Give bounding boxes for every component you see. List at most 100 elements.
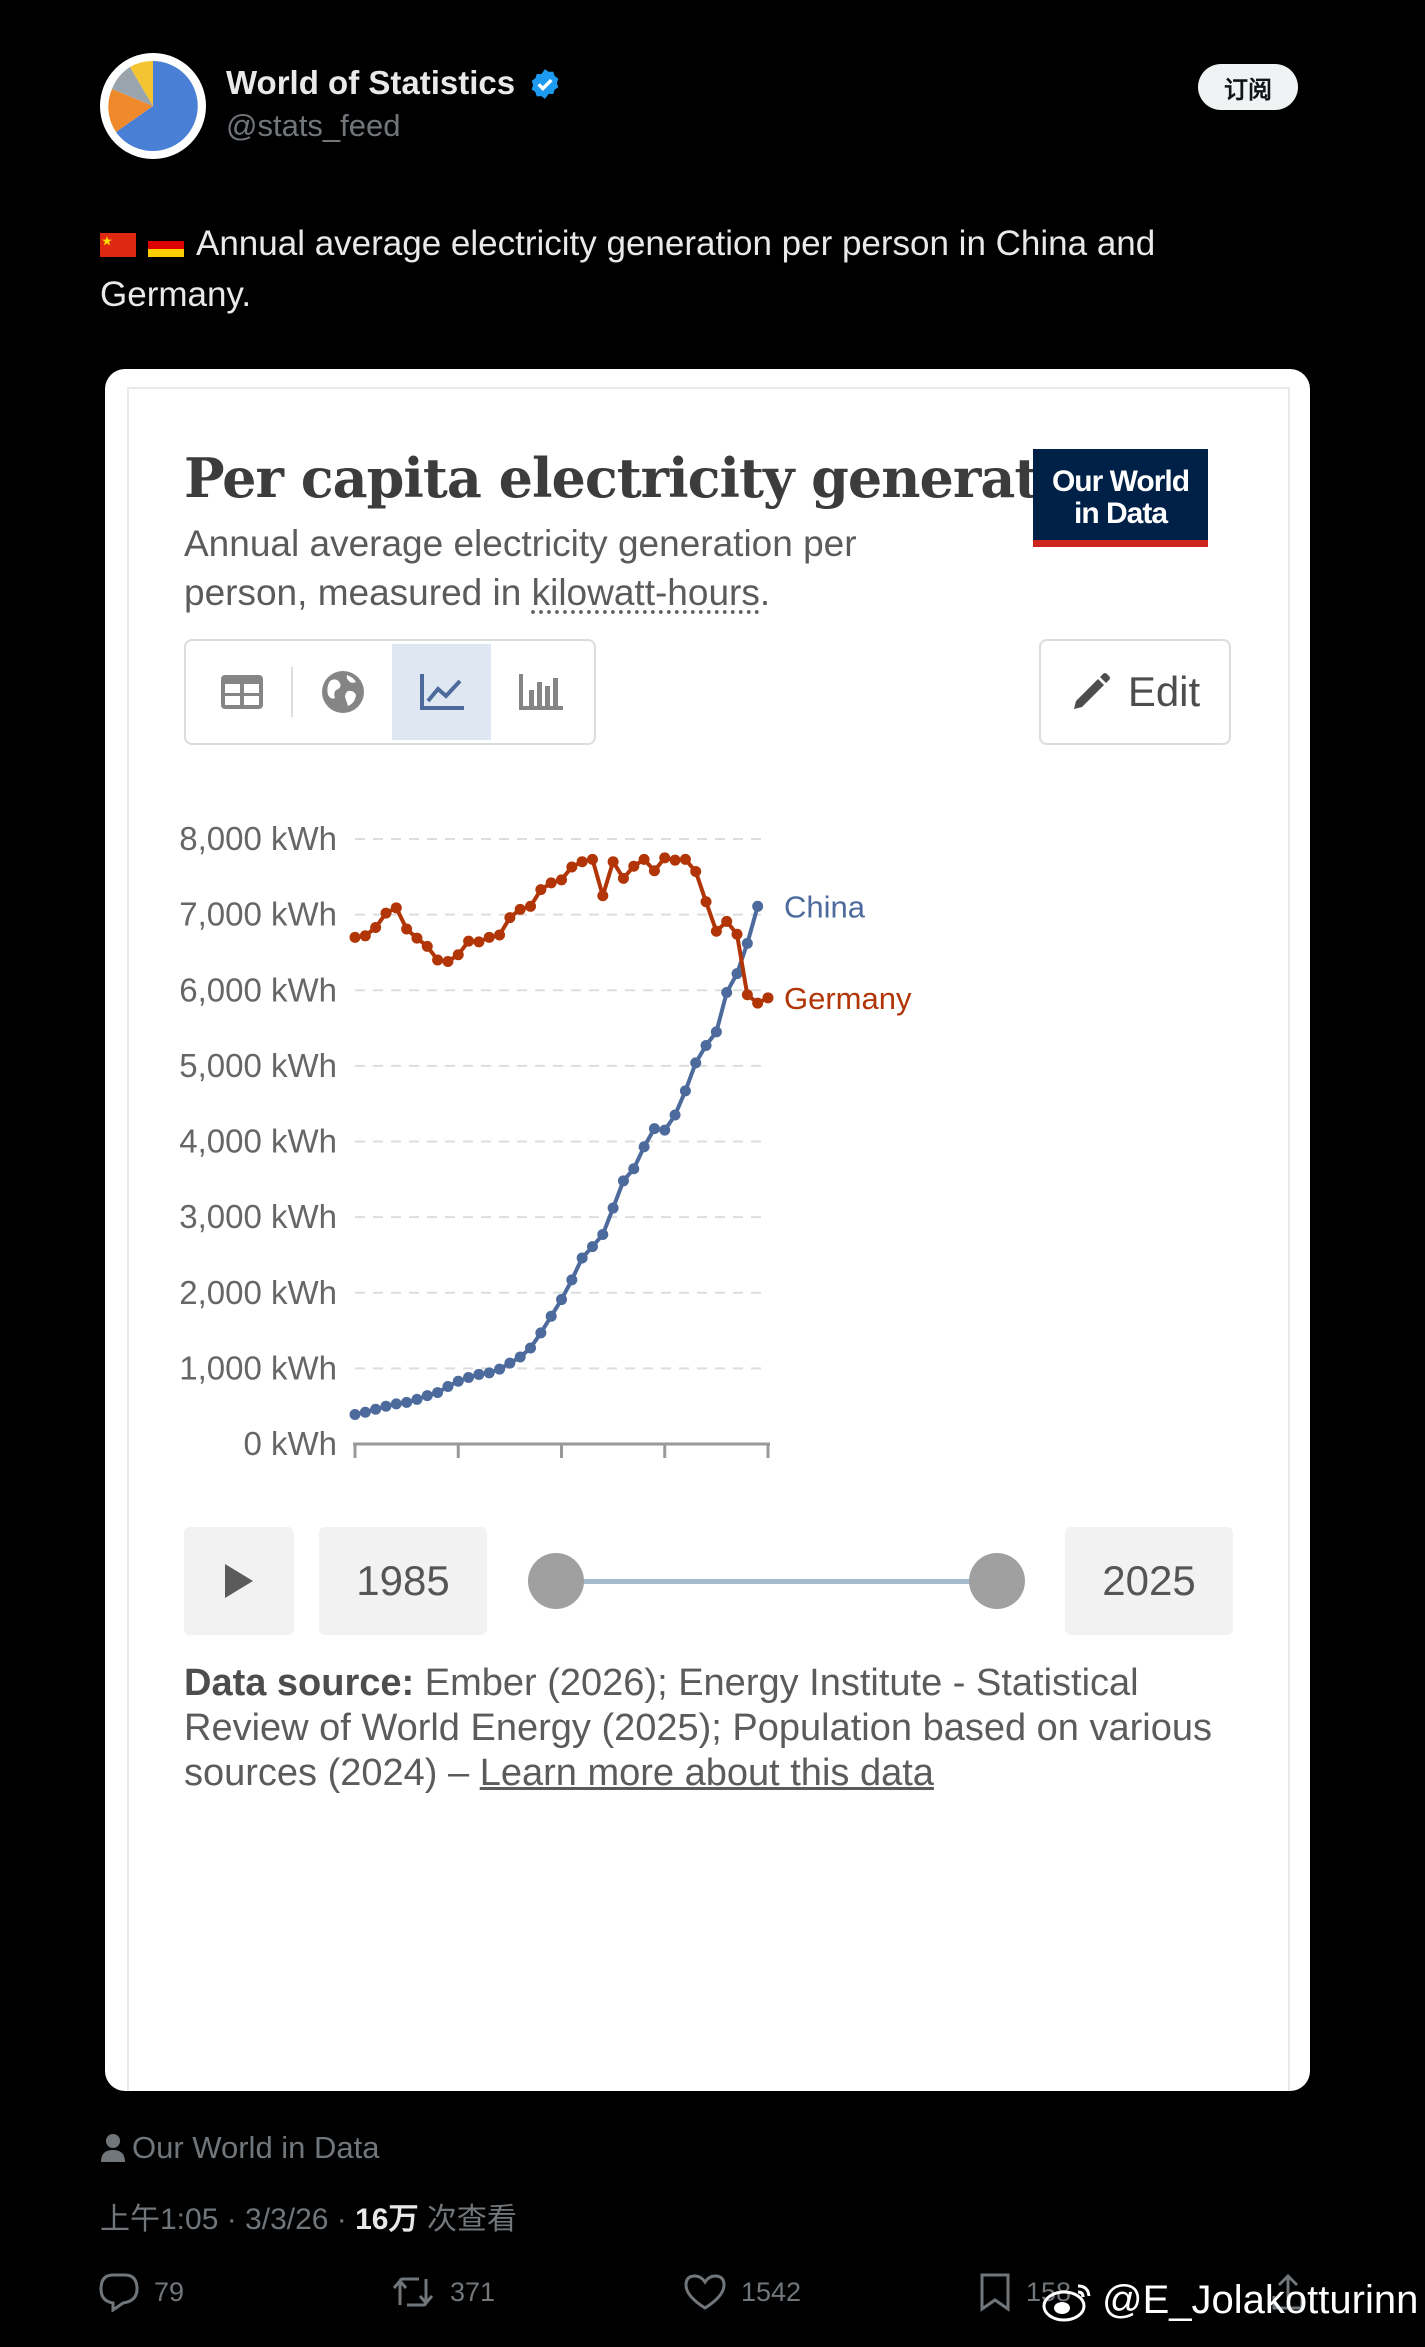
share-icon [1272, 2273, 1304, 2310]
data-point [473, 936, 485, 948]
like-button[interactable]: 1542 [683, 2272, 801, 2312]
x-tick-label: 2005 [525, 1464, 598, 1469]
data-point [628, 1163, 640, 1175]
share-button[interactable] [1270, 2272, 1306, 2312]
reply-icon [99, 2273, 139, 2312]
weibo-logo-icon [1042, 2284, 1091, 2321]
data-point [390, 902, 402, 914]
chart-view-tabs [184, 639, 596, 745]
data-point [669, 1109, 681, 1121]
author-name[interactable]: World of Statistics [226, 64, 516, 101]
subscribe-button[interactable]: 订阅 [1198, 64, 1298, 110]
data-point [586, 853, 598, 865]
data-point [576, 856, 588, 868]
heart-icon [684, 2274, 726, 2310]
data-point [463, 935, 475, 947]
retweet-button[interactable]: 371 [390, 2272, 495, 2312]
data-source-label: Data source: [184, 1662, 415, 1704]
series-germany: Germany [349, 852, 912, 1016]
data-point [545, 877, 557, 889]
data-point [617, 872, 629, 884]
tab-bar-chart[interactable] [491, 644, 590, 740]
data-point [556, 1294, 567, 1306]
series-line-china [354, 905, 760, 1417]
tab-line-chart[interactable] [392, 644, 491, 740]
learn-more-link[interactable]: Learn more about this data [479, 1752, 934, 1794]
data-point [628, 860, 640, 872]
china-flag-icon [100, 233, 136, 257]
timeline-end-year[interactable]: 2025 [1065, 1527, 1233, 1635]
data-point [535, 884, 547, 896]
view-count: 16万 [355, 2203, 419, 2236]
play-button[interactable] [184, 1527, 294, 1635]
logo-line-1: Our World [1051, 465, 1190, 498]
data-source-note: Data source: Ember (2026); Energy Instit… [184, 1661, 1244, 1796]
data-point [607, 856, 619, 868]
logo-line-2: in Data [1073, 497, 1168, 530]
data-point [370, 921, 382, 933]
data-point [659, 852, 671, 864]
data-point [452, 949, 464, 961]
x-tick-label: 1985 [318, 1464, 391, 1469]
post-time[interactable]: 上午1:05 · 3/3/26 · [100, 2203, 356, 2236]
data-point [504, 1357, 516, 1369]
author-handle[interactable]: @stats_feed [226, 108, 401, 143]
pencil-icon [1073, 673, 1110, 709]
data-point [535, 1327, 547, 1339]
subtitle-text: Annual average electricity generation pe… [184, 523, 857, 613]
data-point [731, 968, 743, 980]
data-source-text: Ember (2026); Energy Institute - Statist… [184, 1662, 1212, 1794]
edit-label: Edit [1127, 668, 1201, 715]
line-chart-icon [419, 674, 464, 710]
weibo-watermark: @E_Jolakotturinn [1042, 2278, 1418, 2323]
author-avatar[interactable] [100, 53, 206, 159]
kilowatt-hours-link[interactable]: kilowatt-hours [531, 572, 760, 613]
data-point [463, 1371, 475, 1383]
y-tick-label: 1,000 kWh [179, 1349, 337, 1386]
data-point [525, 1342, 537, 1354]
data-point [411, 1393, 423, 1405]
tweet-text: Annual average electricity generation pe… [100, 218, 1310, 320]
y-tick-label: 4,000 kWh [179, 1123, 337, 1160]
tweet-body: Annual average electricity generation pe… [100, 224, 1156, 314]
tab-table[interactable] [192, 644, 291, 740]
tab-divider [291, 667, 293, 717]
data-point [432, 1387, 444, 1399]
watermark-handle: @E_Jolakotturinn [1102, 2278, 1419, 2322]
data-point [648, 865, 660, 877]
data-point [679, 1085, 691, 1097]
y-tick-label: 2,000 kWh [179, 1274, 337, 1311]
data-point [401, 923, 413, 935]
y-tick-label: 3,000 kWh [179, 1198, 337, 1235]
data-point [638, 853, 650, 865]
owid-chart-card[interactable]: Per capita electricity generation Annual… [105, 369, 1310, 2091]
owid-logo[interactable]: Our World in Data [1033, 449, 1208, 547]
data-point [741, 989, 753, 1001]
data-point [690, 1057, 702, 1069]
verified-badge-icon [531, 69, 559, 99]
data-point [442, 956, 454, 968]
data-point [411, 932, 423, 944]
reply-button[interactable]: 79 [98, 2272, 184, 2312]
data-point [586, 1241, 598, 1253]
data-point [566, 1274, 578, 1286]
data-point [442, 1381, 454, 1393]
timeline-end-handle[interactable] [969, 1553, 1025, 1609]
timeline-start-handle[interactable] [528, 1553, 584, 1609]
table-icon [220, 675, 263, 709]
data-point [617, 1175, 629, 1187]
data-point [700, 896, 712, 908]
person-icon [101, 2134, 125, 2162]
data-point [607, 1202, 619, 1214]
edit-button[interactable]: Edit [1039, 639, 1231, 745]
data-point [390, 1398, 402, 1410]
data-point [710, 1026, 722, 1038]
tab-map[interactable] [293, 644, 392, 740]
data-point [483, 1367, 495, 1379]
timeline-start-year[interactable]: 1985 [319, 1527, 487, 1635]
timeline-slider-track[interactable] [568, 1579, 988, 1584]
data-point [401, 1396, 413, 1408]
data-point [669, 854, 681, 866]
source-attribution[interactable]: Our World in Data [100, 2130, 380, 2166]
line-chart[interactable]: 0 kWh 1,000 kWh 2,000 kWh 3,000 kWh 4,000 kW… [165, 769, 1295, 1469]
